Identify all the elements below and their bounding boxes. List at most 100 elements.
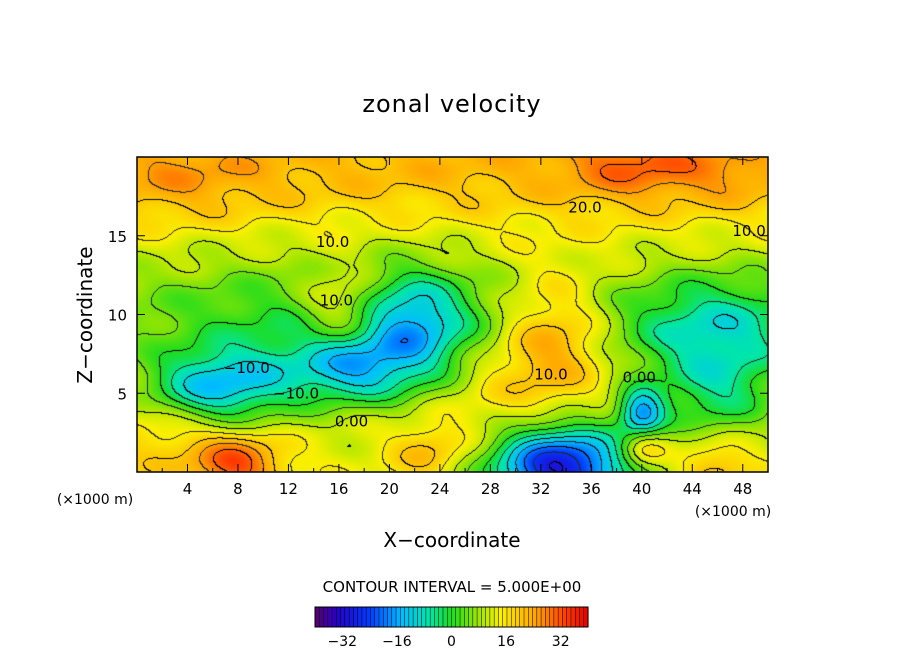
colorbar-cell [485,606,491,628]
colorbar-cell [481,606,487,628]
colorbar-cell [421,606,427,628]
x-tick-label: 44 [683,480,702,498]
colorbar-cell [365,606,372,628]
colorbar-cell [498,606,504,628]
colorbar-cell [451,606,457,628]
colorbar-tick-label: −32 [328,634,358,650]
colorbar-cell [468,606,474,628]
colorbar-cell [361,606,367,628]
velocity-heatmap [137,157,768,472]
contour-label-text: 10.0 [534,365,567,383]
colorbar-cell [395,606,401,628]
contour-label-text: −10.0 [273,384,319,402]
chart-title: zonal velocity [362,90,541,118]
colorbar-cell [523,606,529,628]
x-axis-ticks: 4 8 12 16 20 24 28 32 36 40 44 48 [161,157,752,498]
colorbar-cell [438,606,444,628]
colorbar-cell [400,606,406,628]
colorbar-cell [417,606,423,628]
colorbar-cell [574,606,581,628]
colorbar-cell [425,606,431,628]
x-axis-label: X−coordinate [383,528,520,552]
colorbar-frame [314,606,589,628]
contour-label-5: 0.00 [623,369,656,387]
contour-label-text: −10.0 [224,359,270,377]
colorbar [314,606,589,628]
colorbar-cell [510,606,517,628]
colorbar-tick-label: 16 [497,634,515,650]
y-tick-label: 5 [117,385,127,403]
colorbar-cell [476,606,482,628]
colorbar-tick-label: −16 [382,634,412,650]
colorbar-cell [506,606,512,628]
colorbar-cell [319,606,325,628]
colorbar-cell [455,606,461,628]
colorbar-cell [374,606,380,628]
y-axis-label: Z−coordinate [73,246,97,383]
colorbar-cell [446,606,453,628]
colorbar-cell [429,606,435,628]
x-tick-label: 24 [430,480,449,498]
colorbar-cell [459,606,465,628]
contour-interval-text: CONTOUR INTERVAL = 5.000E+00 [323,578,582,596]
colorbar-cell [323,606,329,628]
colorbar-cell [327,606,333,628]
colorbar-cell [408,606,414,628]
colorbar-cell [493,606,499,628]
colorbar-cell [528,606,534,628]
contour-label-7: −10.0 [273,384,319,402]
y-tick-label: 15 [108,228,127,246]
colorbar-cell [331,606,337,628]
contour-label-text: 10.0 [320,291,353,309]
contour-label-text: 10.0 [316,233,349,251]
colorbar-tick-label: 0 [447,634,456,650]
colorbar-ticks: −32 −16 0 16 32 [328,634,570,650]
colorbar-cell [570,606,576,628]
colorbar-cell [549,606,555,628]
x-tick-label: 28 [481,480,500,498]
contour-label-3: 10.0 [320,291,353,309]
colorbar-cell [378,606,384,628]
colorbar-cell [545,606,551,628]
colorbar-cell [489,606,495,628]
contour-label-1: 10.0 [316,233,349,251]
colorbar-cell [336,606,342,628]
x-tick-label: 36 [582,480,601,498]
x-tick-label: 16 [329,480,348,498]
colorbar-cell [553,606,559,628]
x-tick-label: 32 [531,480,550,498]
x-unit-label-left: (×1000 m) [57,492,133,508]
x-tick-label: 48 [733,480,752,498]
colorbar-cell [442,606,448,628]
contour-label-6: −10.0 [224,359,270,377]
colorbar-cell [515,606,521,628]
x-tick-label: 40 [632,480,651,498]
colorbar-cell [502,606,508,628]
contour-label-0: 20.0 [568,198,601,216]
colorbar-cell [434,606,440,628]
colorbar-cell [340,606,346,628]
colorbar-cell [532,606,538,628]
y-axis-ticks: 5 10 15 [108,228,768,403]
colorbar-cell [404,606,410,628]
contour-label-text: 10.0 [732,222,765,240]
colorbar-cell [562,606,568,628]
contour-label-text: 0.00 [335,413,368,431]
colorbar-cell [344,606,350,628]
colorbar-cell [464,606,470,628]
colorbar-cell [353,606,359,628]
x-unit-label-right: (×1000 m) [695,504,771,520]
colorbar-cell [387,606,393,628]
colorbar-cell [536,606,542,628]
x-tick-label: 8 [233,480,243,498]
contour-label-2: 10.0 [732,222,765,240]
colorbar-cell [519,606,525,628]
colorbar-tick-label: 32 [552,634,570,650]
colorbar-cell [412,606,418,628]
plot-area: 20.0 10.0 10.0 10.0 10.0 0.00 −10.0−10.0 0.00 [136,156,769,473]
contour-labels: 20.0 10.0 10.0 10.0 10.0 0.00 −10.0−10.0 0.00 [224,198,766,431]
colorbar-cell [566,606,572,628]
contour-label-8: 0.00 [335,413,368,431]
colorbar-cell [370,606,376,628]
y-tick-label: 10 [108,307,127,325]
